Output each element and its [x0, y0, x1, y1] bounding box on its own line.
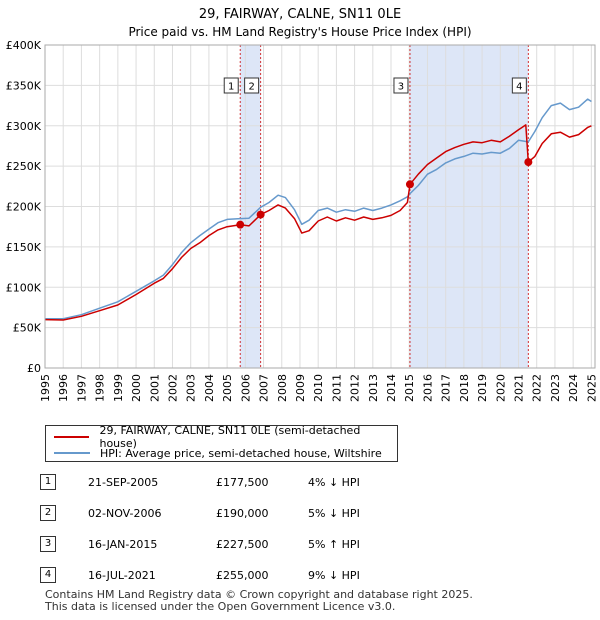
sale-point	[256, 210, 265, 219]
sale-point	[236, 220, 245, 229]
x-tick-label: 2003	[185, 374, 198, 402]
sale-date: 16-JUL-2021	[88, 569, 156, 582]
x-tick-label: 2010	[312, 374, 325, 402]
legend-swatch-price	[54, 436, 90, 438]
chart-subtitle: Price paid vs. HM Land Registry's House …	[128, 25, 471, 39]
y-tick-label: £150K	[6, 241, 42, 254]
y-tick-label: £350K	[6, 79, 42, 92]
y-tick-label: £400K	[6, 39, 42, 52]
y-tick-label: £50K	[13, 322, 42, 335]
x-tick-label: 2012	[349, 374, 362, 402]
sale-row: 1 21-SEP-2005 £177,500 4% ↓ HPI	[38, 474, 458, 492]
x-tick-label: 1998	[94, 374, 107, 402]
sale-hpi-diff: 4% ↓ HPI	[308, 476, 360, 489]
x-tick-label: 2024	[567, 374, 580, 402]
sale-number-box	[223, 77, 239, 94]
sale-number-label: 3	[398, 82, 404, 93]
sale-row: 2 02-NOV-2006 £190,000 5% ↓ HPI	[38, 505, 458, 523]
x-tick-label: 2011	[330, 374, 343, 402]
sale-number-badge: 4	[40, 567, 56, 583]
sale-price: £227,500	[216, 538, 269, 551]
x-tick-label: 2022	[531, 374, 544, 402]
x-tick-label: 2020	[494, 374, 507, 402]
x-tick-label: 2001	[148, 374, 161, 402]
sale-number-box	[244, 77, 260, 94]
y-tick-label: £100K	[6, 281, 42, 294]
footer-license: Contains HM Land Registry data © Crown c…	[45, 589, 473, 613]
legend-swatch-hpi	[54, 452, 90, 454]
plot-border	[44, 44, 596, 369]
y-tick-label: £0	[27, 362, 41, 375]
x-tick-label: 2023	[549, 374, 562, 402]
y-tick-label: £200K	[6, 201, 42, 214]
x-tick-label: 2006	[239, 374, 252, 402]
x-tick-label: 2016	[421, 374, 434, 402]
price-chart: 29, FAIRWAY, CALNE, SN11 0LE Price paid …	[6, 7, 599, 402]
x-tick-label: 2004	[203, 374, 216, 402]
legend-item-price: 29, FAIRWAY, CALNE, SN11 0LE (semi-detac…	[54, 424, 397, 450]
hpi-line	[45, 98, 592, 320]
sale-point	[524, 158, 533, 167]
sale-number-badge: 1	[40, 474, 56, 490]
x-tick-label: 2017	[440, 374, 453, 402]
x-tick-label: 1999	[112, 374, 125, 402]
sale-price: £255,000	[216, 569, 269, 582]
price-paid-line	[44, 124, 592, 321]
x-tick-label: 2008	[276, 374, 289, 402]
legend-label-price: 29, FAIRWAY, CALNE, SN11 0LE (semi-detac…	[99, 424, 361, 450]
footer-licence: This data is licensed under the Open Gov…	[45, 600, 396, 613]
x-tick-label: 2019	[476, 374, 489, 402]
sale-date: 02-NOV-2006	[88, 507, 162, 520]
x-tick-label: 2007	[258, 374, 271, 402]
legend-label-hpi: HPI: Average price, semi-detached house,…	[100, 446, 382, 460]
x-tick-label: 2015	[403, 374, 416, 402]
footer-copyright: Contains HM Land Registry data © Crown c…	[45, 588, 473, 601]
chart-title: 29, FAIRWAY, CALNE, SN11 0LE	[199, 7, 401, 22]
sale-hpi-diff: 9% ↓ HPI	[308, 569, 360, 582]
legend-item-hpi: HPI: Average price, semi-detached house,…	[54, 445, 382, 461]
x-tick-label: 1995	[39, 374, 52, 402]
x-tick-label: 2013	[367, 374, 380, 402]
sale-number-label: 2	[248, 82, 254, 93]
sale-number-box	[393, 77, 409, 94]
x-tick-label: 2018	[458, 374, 471, 402]
x-tick-label: 2025	[585, 374, 598, 402]
sale-date: 21-SEP-2005	[88, 476, 159, 489]
x-tick-label: 1996	[57, 374, 70, 402]
sale-hpi-diff: 5% ↓ HPI	[308, 507, 360, 520]
legend: 29, FAIRWAY, CALNE, SN11 0LE (semi-detac…	[45, 424, 398, 462]
x-tick-label: 2021	[513, 374, 526, 402]
x-tick-label: 2014	[385, 374, 398, 402]
sale-number-label: 1	[228, 82, 234, 93]
x-tick-label: 2005	[221, 374, 234, 402]
sale-date: 16-JAN-2015	[88, 538, 158, 551]
sale-price: £190,000	[216, 507, 269, 520]
y-tick-label: £250K	[6, 160, 42, 173]
sale-row: 4 16-JUL-2021 £255,000 9% ↓ HPI	[38, 567, 458, 585]
sale-number-box	[511, 77, 527, 94]
sale-row: 3 16-JAN-2015 £227,500 5% ↑ HPI	[38, 536, 458, 554]
sale-number-badge: 3	[40, 536, 56, 552]
sale-number-label: 4	[516, 82, 522, 93]
x-tick-label: 2000	[130, 374, 143, 402]
x-tick-label: 1997	[75, 374, 88, 402]
sale-point	[405, 180, 414, 189]
y-tick-label: £300K	[6, 120, 42, 133]
sale-number-badge: 2	[40, 505, 56, 521]
sale-hpi-diff: 5% ↑ HPI	[308, 538, 360, 551]
x-tick-label: 2002	[166, 374, 179, 402]
sale-price: £177,500	[216, 476, 269, 489]
x-tick-label: 2009	[294, 374, 307, 402]
